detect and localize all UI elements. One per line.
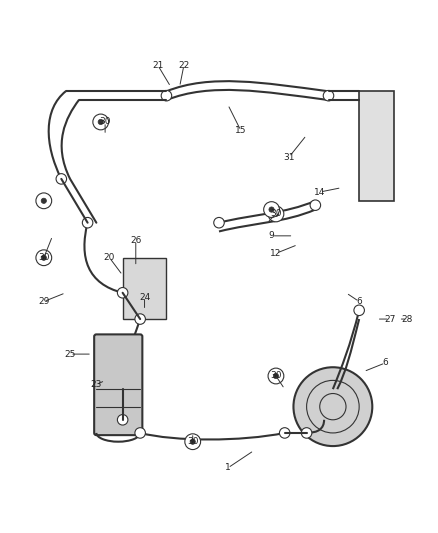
Circle shape	[279, 427, 290, 438]
Text: 30: 30	[99, 117, 111, 126]
FancyBboxPatch shape	[94, 334, 142, 435]
Circle shape	[41, 255, 46, 260]
Text: 20: 20	[104, 253, 115, 262]
Text: 30: 30	[270, 372, 282, 381]
Circle shape	[135, 314, 145, 324]
Circle shape	[273, 374, 279, 378]
Text: 22: 22	[178, 61, 190, 69]
Text: 12: 12	[270, 249, 282, 258]
Text: 29: 29	[38, 297, 49, 306]
Circle shape	[56, 174, 67, 184]
Circle shape	[36, 193, 52, 209]
Circle shape	[214, 217, 224, 228]
Text: 27: 27	[384, 314, 396, 324]
Text: 30: 30	[187, 437, 198, 446]
Text: 30: 30	[38, 253, 49, 262]
Text: 26: 26	[130, 236, 141, 245]
Circle shape	[293, 367, 372, 446]
Circle shape	[269, 207, 274, 212]
Text: 1: 1	[225, 464, 231, 472]
Text: 25: 25	[64, 350, 76, 359]
Text: 15: 15	[235, 126, 247, 135]
Text: 9: 9	[268, 231, 275, 240]
Circle shape	[273, 211, 279, 216]
Circle shape	[82, 217, 93, 228]
Text: 30: 30	[270, 209, 282, 219]
Text: 23: 23	[91, 380, 102, 389]
Bar	[359, 91, 394, 201]
Circle shape	[135, 427, 145, 438]
Text: 21: 21	[152, 61, 163, 69]
Circle shape	[185, 434, 201, 449]
Circle shape	[190, 439, 195, 445]
Circle shape	[117, 415, 128, 425]
Circle shape	[301, 427, 312, 438]
Bar	[123, 258, 166, 319]
Text: 6: 6	[356, 297, 362, 306]
Circle shape	[161, 91, 172, 101]
Circle shape	[354, 305, 364, 316]
Circle shape	[268, 206, 284, 222]
Circle shape	[323, 91, 334, 101]
Circle shape	[117, 287, 128, 298]
Circle shape	[36, 250, 52, 265]
Circle shape	[264, 201, 279, 217]
Text: 14: 14	[314, 188, 325, 197]
Text: 24: 24	[139, 293, 150, 302]
Circle shape	[98, 119, 103, 125]
Circle shape	[93, 114, 109, 130]
Text: 31: 31	[283, 152, 295, 161]
Circle shape	[310, 200, 321, 211]
Text: 28: 28	[402, 314, 413, 324]
Circle shape	[268, 368, 284, 384]
Text: 6: 6	[382, 358, 389, 367]
Circle shape	[41, 198, 46, 204]
